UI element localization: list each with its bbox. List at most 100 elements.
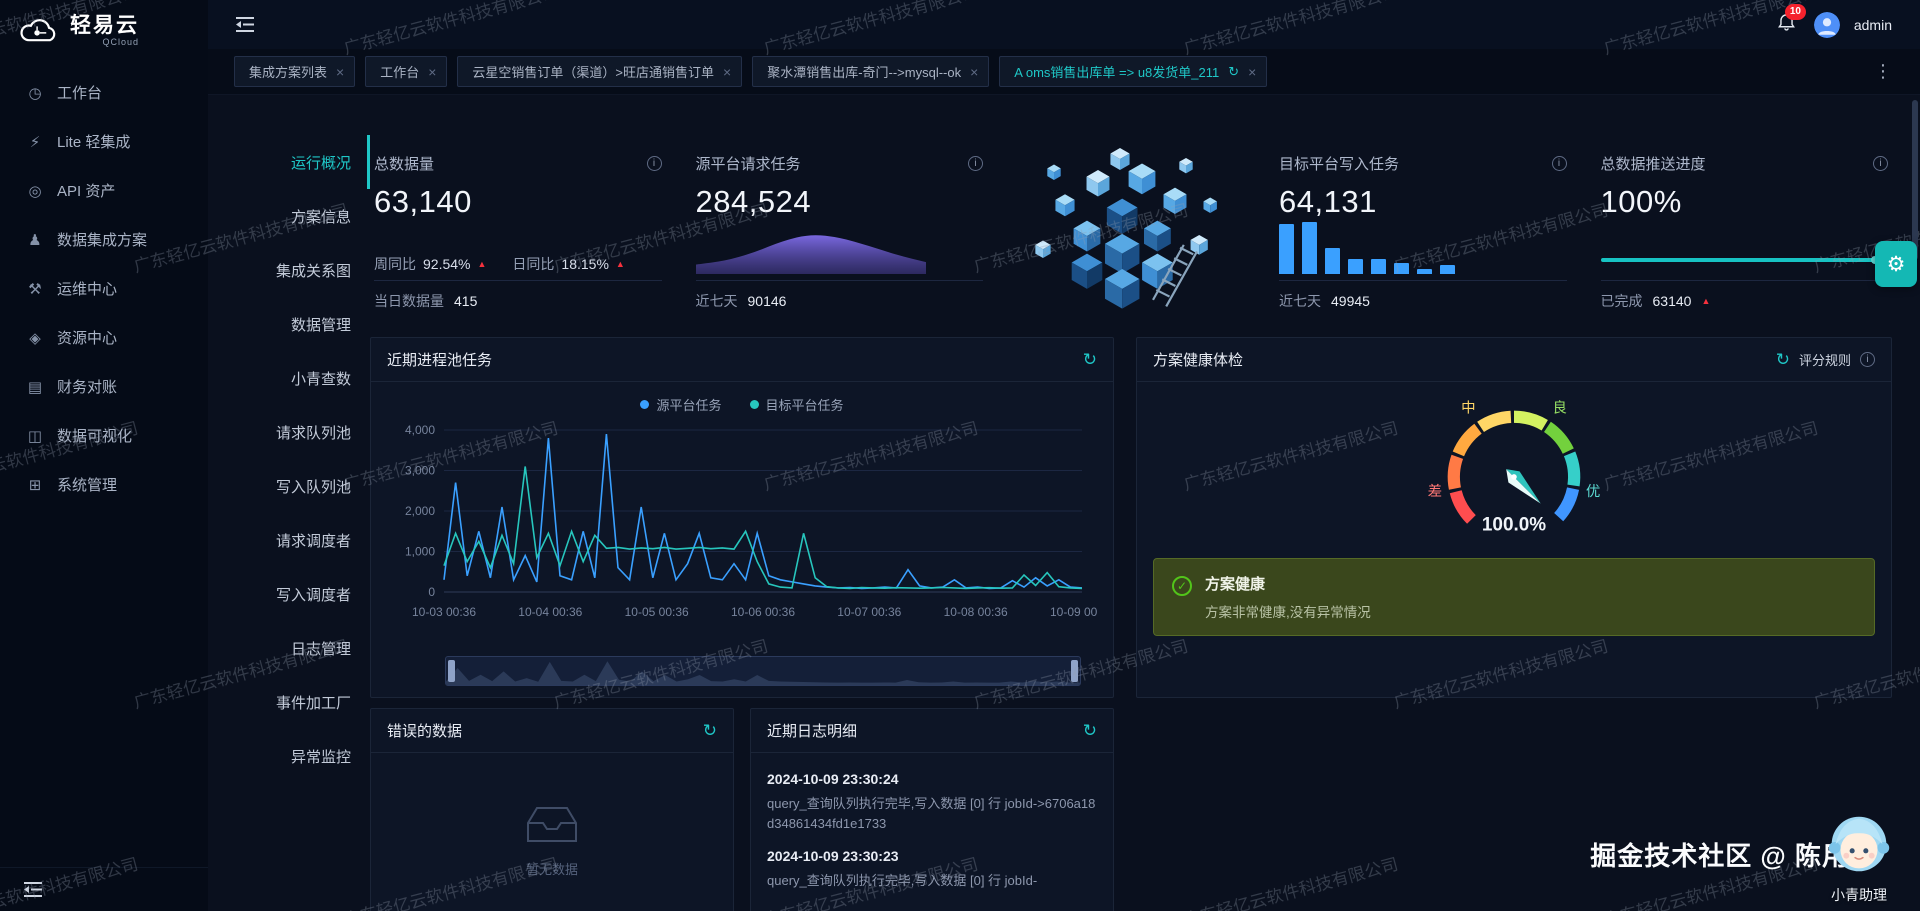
stat-value: 64,131	[1279, 184, 1377, 219]
info-icon[interactable]: i	[646, 156, 662, 171]
sidebar-item-dataviz[interactable]: ◫ 数据可视化	[0, 411, 208, 460]
stat-title: 总数据量	[374, 156, 435, 173]
svg-text:良: 良	[1552, 399, 1566, 416]
refresh-icon[interactable]: ↻	[1082, 350, 1097, 369]
progress-end-dot	[1870, 256, 1879, 264]
tab-yunxingkong-order[interactable]: 云星空销售订单（渠道）>旺店通销售订单 ×	[457, 56, 743, 87]
menu-fold-button[interactable]	[236, 17, 254, 32]
process-pool-panel: 近期进程池任务 ↻ 源平台任务 目标平台任务 0 1,000 2,000 3,000 4,…	[370, 337, 1114, 698]
stat-total-data: 总数据量 i 63,140 周同比 92.54% ▲ 日同比	[370, 135, 666, 325]
log-entry-time: 2024-10-09 23:30:23	[767, 848, 899, 865]
error-data-panel: 错误的数据 ↻ 暂无数据	[370, 708, 734, 911]
main-area: 10 admin 集成方案列表 × 工作台 × 云星空销售订单（渠道）>旺店通销售订单 ×…	[208, 0, 1920, 911]
submenu-item-write-queue[interactable]: 写入队列池	[275, 478, 351, 496]
submenu-item-data-mgmt[interactable]: 数据管理	[290, 316, 351, 334]
scoring-rules-link[interactable]: 评分规则	[1798, 353, 1851, 368]
submenu-item-xiaoqing-query[interactable]: 小青查数	[290, 370, 351, 388]
day-ratio: 日同比 18.15% ▲	[512, 254, 624, 274]
page-scrollbar-thumb[interactable]	[1912, 100, 1918, 260]
sidebar: 轻易云 QCloud ◷ 工作台 ⚡ Lite 轻集成 ◎ API 资产 ♟ 数据集成方案 ⚒ 运…	[0, 0, 208, 911]
settings-gear-button[interactable]: ⚙	[1875, 241, 1917, 287]
svg-text:2,000: 2,000	[405, 504, 435, 518]
info-icon[interactable]: i	[968, 156, 983, 171]
notification-bell[interactable]: 10	[1773, 4, 1806, 41]
refresh-icon[interactable]: ↻	[702, 721, 717, 740]
tab-close-icon[interactable]: ×	[1248, 63, 1257, 80]
brand-subtitle: QCloud	[102, 37, 139, 47]
submenu-item-plan-info[interactable]: 方案信息	[290, 208, 351, 226]
legend-item[interactable]: 目标平台任务	[749, 395, 844, 414]
panels-area: 总数据量 i 63,140 周同比 92.54% ▲ 日同比	[370, 95, 1920, 911]
info-icon[interactable]: i	[1873, 156, 1888, 171]
tab-close-icon[interactable]: ×	[428, 63, 437, 80]
sidebar-item-ops[interactable]: ⚒ 运维中心	[0, 264, 208, 313]
process-pool-chart: 0 1,000 2,000 3,000 4,000 10-03 00:36 10-04 00…	[405, 423, 1098, 619]
svg-text:4,000: 4,000	[405, 423, 435, 437]
log-entry-message: query_查询队列执行完毕,写入数据 [0] 行 jobId->6706a18…	[767, 796, 1096, 832]
tab-label: 云星空销售订单（渠道）>旺店通销售订单	[472, 65, 714, 80]
chart-datazoom[interactable]	[445, 656, 1081, 686]
empty-state: 暂无数据	[371, 753, 733, 878]
submenu-item-request-scheduler[interactable]: 请求调度者	[275, 532, 351, 550]
user-avatar[interactable]	[1813, 11, 1840, 38]
sidebar-collapse-button[interactable]	[0, 867, 208, 911]
tab-close-icon[interactable]: ×	[723, 63, 732, 80]
bottom-row: 错误的数据 ↻ 暂无数据 近期日志明细 ↻	[370, 708, 1892, 911]
submenu-item-overview[interactable]: 运行概况	[208, 135, 370, 189]
stat-value: 63,140	[374, 184, 472, 219]
sidebar-item-workbench[interactable]: ◷ 工作台	[0, 68, 208, 117]
tab-more-icon[interactable]: ⋮	[1874, 61, 1894, 81]
stat-footer-label: 当日数据量	[374, 293, 444, 309]
assistant-mascot[interactable]: 小青助理	[1820, 805, 1898, 905]
tab-close-icon[interactable]: ×	[970, 63, 979, 80]
username[interactable]: admin	[1853, 16, 1892, 33]
sidebar-item-label: 数据可视化	[57, 428, 133, 445]
sidebar-item-resource[interactable]: ◈ 资源中心	[0, 313, 208, 362]
refresh-icon[interactable]: ↻	[1082, 721, 1097, 740]
menu-fold-icon	[24, 882, 42, 897]
tab-close-icon[interactable]: ×	[336, 63, 345, 80]
panel-title: 方案健康体检	[1153, 352, 1244, 369]
sidebar-item-finance[interactable]: ▤ 财务对账	[0, 362, 208, 411]
stats-row: 总数据量 i 63,140 周同比 92.54% ▲ 日同比	[370, 135, 1892, 325]
middle-row: 近期进程池任务 ↻ 源平台任务 目标平台任务 0 1,000 2,000 3,000 4,…	[370, 337, 1892, 698]
tab-oms-u8[interactable]: A oms销售出库单 => u8发货单_211 ↻ ×	[999, 56, 1268, 87]
sidebar-item-api[interactable]: ◎ API 资产	[0, 166, 208, 215]
tab-label: 聚水潭销售出库-奇门-->mysql--ok	[767, 65, 962, 80]
legend-item[interactable]: 源平台任务	[640, 395, 722, 414]
log-entry: 2024-10-09 23:30:23 query_查询队列执行完毕,写入数据 […	[767, 848, 1097, 891]
info-icon[interactable]: i	[1551, 156, 1567, 171]
day-ratio-value: 18.15%	[561, 256, 609, 272]
tab-refresh-icon[interactable]: ↻	[1228, 63, 1240, 79]
datazoom-left-handle[interactable]	[448, 660, 455, 682]
log-entry-message: query_查询队列执行完毕,写入数据 [0] 行 jobId-	[767, 873, 1038, 889]
bar	[1348, 259, 1363, 274]
stat-footer-value: 63140	[1652, 293, 1692, 309]
submenu-item-relation-graph[interactable]: 集成关系图	[275, 262, 351, 280]
svg-text:10-03 00:36: 10-03 00:36	[412, 605, 476, 619]
refresh-icon[interactable]: ↻	[1775, 350, 1790, 369]
panel-title: 近期进程池任务	[387, 352, 493, 369]
sidebar-item-integration[interactable]: ♟ 数据集成方案	[0, 215, 208, 264]
tab-workbench[interactable]: 工作台 ×	[365, 56, 448, 87]
submenu-item-anomaly-monitor[interactable]: 异常监控	[290, 748, 351, 766]
health-check-panel: 方案健康体检 ↻ 评分规则 i 差 中 良优 100.0% ✓ 方案健康	[1136, 337, 1892, 698]
bar	[1417, 269, 1432, 274]
submenu-item-request-queue[interactable]: 请求队列池	[275, 424, 351, 442]
sidebar-item-label: Lite 轻集成	[57, 134, 131, 151]
ratio-metrics: 周同比 92.54% ▲ 日同比 18.15% ▲	[374, 254, 625, 274]
tab-plan-list[interactable]: 集成方案列表 ×	[234, 56, 356, 87]
bar	[1279, 224, 1294, 274]
submenu-item-write-scheduler[interactable]: 写入调度者	[275, 586, 351, 604]
stat-target-writes: 目标平台写入任务 i 64,131 近七天 49945	[1275, 135, 1571, 325]
submenu-item-log-mgmt[interactable]: 日志管理	[290, 640, 351, 658]
svg-text:10-05 00:36: 10-05 00:36	[625, 605, 689, 619]
submenu-item-event-factory[interactable]: 事件加工厂	[275, 694, 351, 712]
info-icon[interactable]: i	[1860, 352, 1875, 367]
sidebar-item-lite[interactable]: ⚡ Lite 轻集成	[0, 117, 208, 166]
datazoom-right-handle[interactable]	[1071, 660, 1078, 682]
tab-jushuitan-outbound[interactable]: 聚水潭销售出库-奇门-->mysql--ok ×	[752, 56, 990, 87]
svg-text:0: 0	[428, 585, 435, 599]
workbench-icon: ◷	[28, 84, 42, 102]
sidebar-item-system[interactable]: ⊞ 系统管理	[0, 460, 208, 509]
